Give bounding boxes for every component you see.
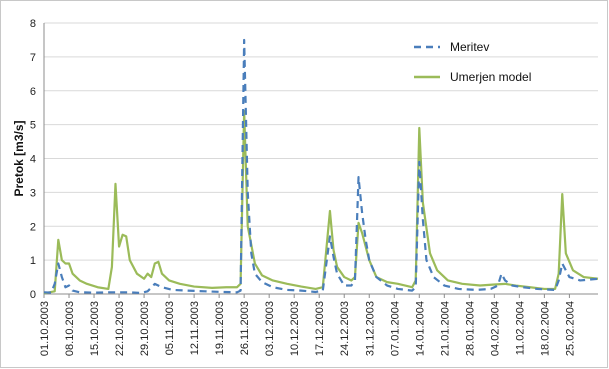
- x-tick-label: 31.12.2003: [364, 301, 376, 356]
- x-tick-label: 03.12.2003: [264, 301, 276, 356]
- y-tick-labels: 0 1 2 3 4 5 6 7 8: [30, 18, 36, 301]
- y-tick-label: 8: [30, 18, 36, 30]
- y-tick-label: 4: [30, 154, 36, 166]
- legend-label-umerjen-model: Umerjen model: [450, 70, 531, 84]
- x-tick-label: 24.12.2003: [339, 301, 351, 356]
- x-tick-label: 17.12.2003: [314, 301, 326, 356]
- series-line-umerjen-model: [43, 109, 599, 295]
- y-axis-title: Pretok [m3/s]: [12, 120, 26, 196]
- x-tick-label: 22.10.2003: [114, 301, 126, 356]
- y-tick-label: 7: [30, 52, 36, 64]
- x-tick-label: 21.01.2004: [439, 301, 451, 356]
- x-tick-label: 14.01.2004: [414, 301, 426, 356]
- x-tick-label: 10.12.2003: [289, 301, 301, 356]
- y-tick-label: 0: [30, 289, 36, 301]
- legend: Meritev Umerjen model: [414, 40, 531, 84]
- y-tick-label: 3: [30, 187, 36, 199]
- x-tick-label: 04.02.2004: [489, 301, 501, 356]
- series-line-meritev: [43, 38, 599, 295]
- y-tick-label: 6: [30, 86, 36, 98]
- x-tick-labels: 01.10.2003 08.10.2003 15.10.2003 22.10.2003…: [39, 301, 576, 356]
- x-tick-label: 18.02.2004: [539, 301, 551, 356]
- y-tick-label: 5: [30, 120, 36, 132]
- x-tick-label: 01.10.2003: [39, 301, 51, 356]
- gridlines: [44, 22, 598, 261]
- y-tick-label: 1: [30, 255, 36, 267]
- axes: [43, 23, 598, 298]
- x-tick-label: 08.10.2003: [64, 301, 76, 356]
- x-tick-label: 25.02.2004: [564, 301, 576, 356]
- x-tick-label: 15.10.2003: [89, 301, 101, 356]
- x-tick-label: 26.11.2003: [239, 301, 251, 355]
- x-tick-label: 11.02.2004: [514, 301, 526, 355]
- x-tick-label: 05.11.2003: [164, 301, 176, 355]
- x-tick-label: 07.01.2004: [389, 301, 401, 356]
- series-lines: [43, 38, 599, 295]
- x-tick-label: 19.11.2003: [214, 301, 226, 355]
- x-tick-label: 29.10.2003: [139, 301, 151, 356]
- y-tick-label: 2: [30, 221, 36, 233]
- x-tick-label: 12.11.2003: [189, 301, 201, 355]
- x-tick-label: 28.01.2004: [464, 301, 476, 356]
- legend-label-meritev: Meritev: [450, 40, 489, 54]
